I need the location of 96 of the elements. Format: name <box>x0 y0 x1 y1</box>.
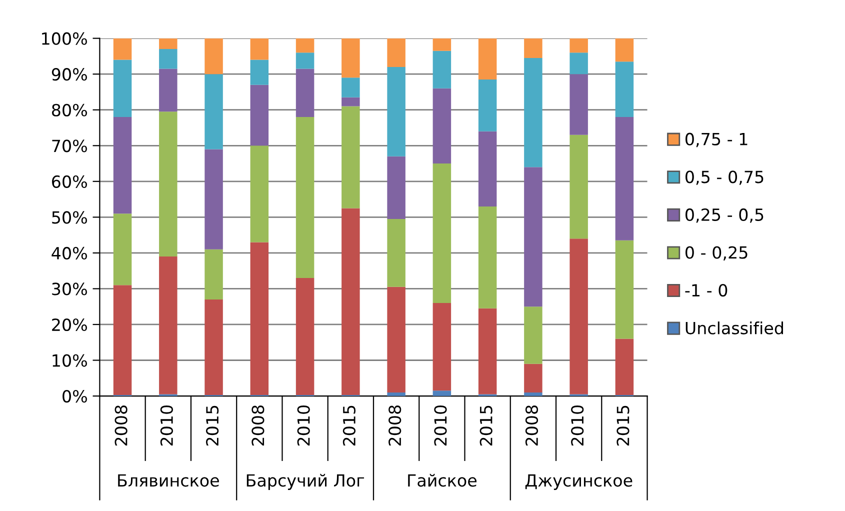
legend-label: 0 - 0,25 <box>686 246 748 260</box>
bar <box>432 164 452 304</box>
bar <box>524 58 542 168</box>
x-tick-label: 2008 <box>388 406 402 446</box>
bar <box>113 117 132 214</box>
legend-label: 0,25 - 0,5 <box>686 208 764 223</box>
y-tick-label: 30% <box>52 282 87 296</box>
legend-label: Unclassified <box>686 321 783 334</box>
bar <box>296 38 314 53</box>
bar <box>432 390 452 396</box>
x-tick-label: 2015 <box>342 406 356 446</box>
bar <box>204 249 223 300</box>
text: Блявинское <box>118 474 219 487</box>
x-tick-label: 2010 <box>434 405 447 446</box>
bar <box>478 308 497 394</box>
bar <box>478 206 497 308</box>
bar <box>570 38 588 53</box>
bar <box>204 299 223 395</box>
x-tick-label: 2010 <box>297 405 310 446</box>
bar <box>570 52 588 74</box>
bar <box>387 286 406 392</box>
bar <box>159 112 178 257</box>
bar <box>250 84 269 146</box>
bar <box>615 62 634 118</box>
bar <box>250 38 269 60</box>
bar <box>524 392 542 396</box>
bar <box>296 278 314 395</box>
bar <box>342 78 360 98</box>
bar <box>159 49 178 69</box>
bar <box>250 242 269 395</box>
bar <box>113 38 132 60</box>
bar <box>387 66 406 156</box>
bar <box>432 50 452 88</box>
bar <box>159 68 178 112</box>
text: Джусинское <box>525 474 632 490</box>
bar <box>570 238 588 394</box>
bar <box>478 79 497 132</box>
bar <box>478 38 497 80</box>
y-tick-label: 100% <box>42 32 87 45</box>
bar <box>159 256 178 394</box>
bar <box>113 60 132 118</box>
bar <box>524 167 542 307</box>
bar <box>296 52 314 69</box>
text: Гайское <box>408 474 476 487</box>
x-tick-label: 2015 <box>206 406 219 446</box>
bar <box>296 117 314 278</box>
y-tick-label: 90% <box>52 68 87 81</box>
x-tick-label: 2008 <box>525 406 538 446</box>
bar <box>159 38 178 50</box>
bar <box>113 214 132 286</box>
bar <box>615 240 634 339</box>
bar <box>387 156 406 219</box>
y-tick-label: 0% <box>62 390 87 403</box>
bar <box>387 392 406 396</box>
bar <box>342 106 360 208</box>
text: Барсучий Лог <box>246 474 364 490</box>
bar <box>524 306 542 364</box>
x-tick-label: 2008 <box>114 406 128 446</box>
legend-label: 0,75 - 1 <box>686 132 748 148</box>
bar <box>615 38 634 62</box>
y-tick-label: 70% <box>52 140 87 152</box>
bar <box>524 38 542 58</box>
bar <box>387 38 406 67</box>
bar <box>250 60 269 85</box>
bar <box>342 208 360 395</box>
bar <box>615 117 634 240</box>
bar <box>296 68 314 118</box>
bar <box>342 97 360 106</box>
bar <box>342 38 360 78</box>
x-tick-label: 2015 <box>616 406 630 446</box>
bar <box>615 338 634 395</box>
x-tick-label: 2010 <box>571 405 584 446</box>
y-tick-label: 80% <box>52 104 87 116</box>
bar <box>478 131 497 206</box>
legend-label: -1 - 0 <box>685 284 728 297</box>
bar <box>204 38 223 74</box>
y-tick-label: 60% <box>52 175 87 188</box>
x-tick-label: 2008 <box>252 406 264 446</box>
bar <box>432 88 452 164</box>
bar <box>524 364 542 392</box>
bar <box>204 74 223 150</box>
bar <box>204 149 223 250</box>
bar <box>432 303 452 391</box>
bar <box>387 218 406 287</box>
x-tick-label: 2010 <box>160 405 173 446</box>
bar <box>113 285 132 395</box>
bar <box>570 74 588 135</box>
bar <box>432 38 452 51</box>
x-tick-label: 2015 <box>480 406 492 446</box>
y-tick-label: 50% <box>52 211 87 224</box>
bar <box>570 134 588 239</box>
y-tick-label: 10% <box>52 354 87 367</box>
legend-label: 0,5 - 0,75 <box>686 170 764 185</box>
y-tick-label: 40% <box>52 246 87 260</box>
y-tick-label: 20% <box>52 318 87 332</box>
bar <box>250 146 269 242</box>
